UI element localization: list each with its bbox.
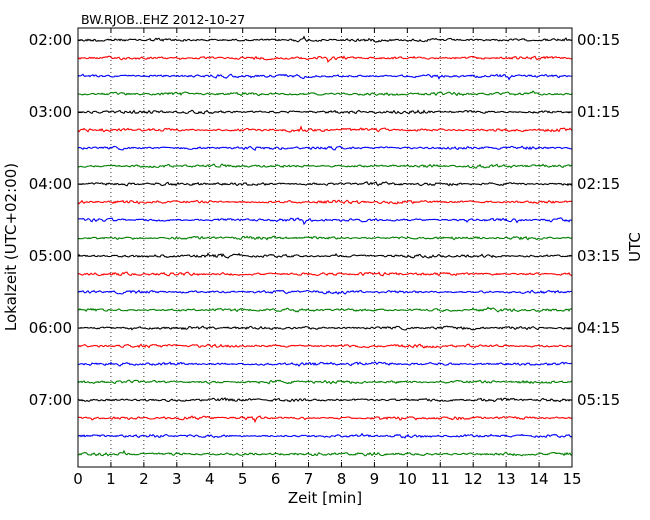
x-tick-label: 6: [271, 470, 281, 488]
x-tick-label: 10: [398, 470, 417, 488]
trace-line: [77, 217, 573, 226]
x-tick-label: 14: [530, 470, 549, 488]
x-tick-label: 2: [139, 470, 149, 488]
right-tick-label: 00:15: [577, 31, 620, 49]
trace-line: [77, 271, 573, 277]
right-tick-label: 03:15: [577, 247, 620, 265]
right-tick-label: 01:15: [577, 103, 620, 121]
left-y-axis-label: Lokalzeit (UTC+02:00): [2, 163, 20, 331]
trace-line: [77, 125, 573, 133]
plot-frame: [77, 27, 573, 468]
left-tick-label: 02:00: [29, 31, 72, 49]
x-tick-label: 11: [431, 470, 450, 488]
x-tick-label: 3: [172, 470, 182, 488]
x-tick-label: 8: [337, 470, 347, 488]
trace-line: [77, 415, 573, 424]
right-y-axis-label: UTC: [626, 232, 644, 262]
trace-line: [77, 432, 573, 439]
x-tick-label: 4: [205, 470, 215, 488]
left-y-axis-ticks: 02:00 03:00 04:00 05:00 06:00 07:00: [29, 31, 83, 409]
x-axis-ticks: 0 1 2 3 4 5 6 7 8 9 10 11 12 13 14 15: [73, 28, 582, 488]
trace-line: [77, 145, 573, 151]
trace-line: [77, 163, 573, 169]
trace-line: [77, 325, 573, 331]
right-tick-label: 04:15: [577, 319, 620, 337]
chart-title: BW.RJOB..EHZ 2012-10-27: [81, 12, 245, 27]
x-tick-label: 13: [497, 470, 516, 488]
trace-line: [77, 252, 573, 259]
x-tick-label: 0: [73, 470, 83, 488]
x-tick-label: 5: [238, 470, 248, 488]
trace-line: [77, 235, 573, 241]
trace-line: [77, 379, 573, 385]
trace-line: [77, 55, 573, 63]
trace-line: [77, 361, 573, 367]
left-tick-label: 06:00: [29, 319, 72, 337]
trace-line: [77, 35, 573, 43]
trace-line: [77, 449, 573, 457]
left-tick-label: 04:00: [29, 175, 72, 193]
trace-line: [77, 289, 573, 295]
x-tick-label: 9: [370, 470, 380, 488]
trace-line: [77, 181, 573, 187]
trace-line: [77, 90, 573, 97]
x-tick-label: 1: [106, 470, 116, 488]
x-tick-label: 15: [562, 470, 581, 488]
left-tick-label: 03:00: [29, 103, 72, 121]
trace-line: [77, 199, 573, 205]
right-tick-label: 02:15: [577, 175, 620, 193]
seismic-traces: [77, 35, 573, 457]
trace-line: [77, 73, 573, 81]
trace-line: [77, 306, 573, 313]
right-y-axis-ticks: 00:15 01:15 02:15 03:15 04:15 05:15: [567, 31, 620, 409]
right-tick-label: 05:15: [577, 391, 620, 409]
left-tick-label: 05:00: [29, 247, 72, 265]
trace-line: [77, 109, 573, 115]
x-tick-label: 12: [464, 470, 483, 488]
left-tick-label: 07:00: [29, 391, 72, 409]
x-axis-label: Zeit [min]: [288, 489, 362, 507]
trace-line: [77, 343, 573, 349]
trace-line: [77, 397, 573, 403]
x-tick-label: 7: [304, 470, 314, 488]
